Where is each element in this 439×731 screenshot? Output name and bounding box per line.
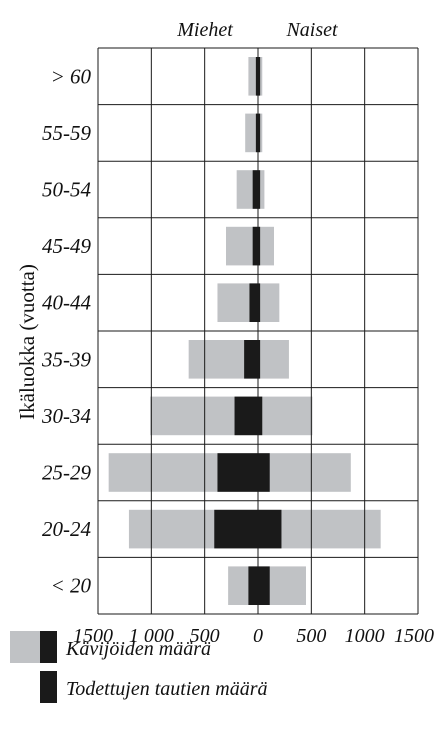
visitors-women-bar: [258, 340, 289, 379]
visitors-women-bar: [258, 283, 280, 322]
diseases-men-bar: [248, 566, 258, 605]
diseases-men-bar: [244, 340, 258, 379]
category-labels: > 60 55-59 50-54 45-49 40-44 35-39 30-34 25-29 2…: [41, 64, 91, 597]
diseases-women-bar: [258, 453, 270, 492]
visitors-women-bar: [258, 170, 265, 209]
diseases-women-bar: [258, 57, 261, 96]
diseases-women-bar: [258, 226, 261, 266]
category-label: 55-59: [42, 121, 91, 145]
visitors-men-bar: [248, 57, 258, 96]
legend-diseases-label: Todettujen tautien määrä: [66, 678, 267, 700]
visitors-women-bar: [258, 453, 351, 492]
x-tick-label: 0: [253, 625, 263, 647]
diseases-women-bar: [258, 283, 261, 322]
diseases-women-bar: [258, 396, 263, 436]
diseases-men-bar: [249, 283, 258, 322]
category-label: 25-29: [42, 461, 91, 485]
legend-visitors-swatch-gray: [10, 631, 40, 663]
diseases-men-bar: [252, 170, 258, 209]
x-tick-label: 1500: [73, 625, 113, 647]
category-label: 50-54: [42, 178, 91, 202]
x-tick-label: 500: [296, 625, 326, 647]
men-group-label: Miehet: [176, 19, 233, 41]
diseases-men-bar: [214, 509, 258, 549]
category-label: 20-24: [42, 517, 91, 541]
category-label: 40-44: [42, 291, 91, 315]
visitors-women-bar: [258, 396, 313, 436]
legend-visitors-swatch-black: [40, 631, 57, 663]
x-tick-label: 500: [190, 625, 220, 647]
diseases-men-bar: [217, 453, 258, 492]
diseases-men-bar: [255, 113, 258, 153]
diseases-women-bar: [258, 566, 270, 605]
diseases-women-bar: [258, 170, 261, 209]
category-label: 45-49: [42, 234, 91, 258]
category-label: 30-34: [41, 404, 91, 428]
y-axis-label: Ikäluokka (vuotta): [15, 264, 39, 420]
category-label: < 20: [51, 574, 92, 598]
category-label: 35-39: [41, 347, 91, 371]
visitors-men-bar: [245, 113, 258, 153]
diseases-women-bar: [258, 509, 282, 549]
diseases-men-bar: [252, 226, 258, 266]
visitors-women-bar: [258, 226, 274, 266]
x-tick-label: 1000: [345, 625, 385, 647]
x-tick-label: 1 000: [129, 625, 174, 647]
diseases-women-bar: [258, 113, 261, 153]
legend-diseases-swatch: [40, 671, 57, 703]
grid-layer: [97, 47, 419, 615]
x-tick-label: 1500: [394, 625, 434, 647]
women-group-label: Naiset: [285, 19, 338, 41]
diseases-men-bar: [255, 57, 258, 96]
diseases-women-bar: [258, 340, 261, 379]
x-tick-labels: 1500 1 000 500 0 500 1000 1500: [73, 625, 434, 647]
legend: Kävijöiden määrä Todettujen tautien määr…: [10, 631, 267, 703]
diseases-men-bar: [234, 396, 258, 436]
legend-visitors-label: Kävijöiden määrä: [65, 638, 211, 660]
category-label: > 60: [51, 64, 92, 88]
bars-layer: [108, 57, 381, 605]
